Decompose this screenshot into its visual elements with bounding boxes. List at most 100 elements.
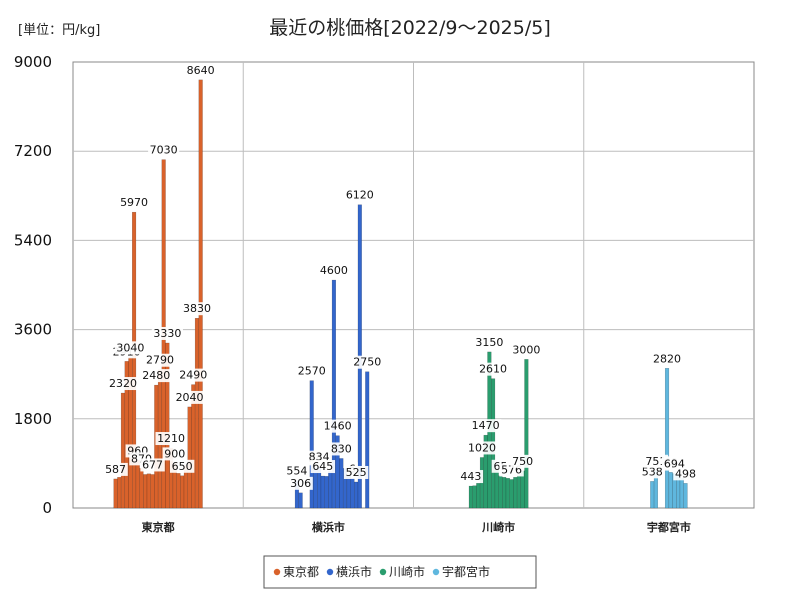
data-label: 3040 <box>116 341 144 354</box>
data-label: 750 <box>512 455 533 468</box>
bar <box>502 477 507 509</box>
legend-entry: 横浜市 <box>336 564 372 579</box>
data-label: 2790 <box>146 354 174 367</box>
legend-marker <box>379 568 387 576</box>
data-label: 1460 <box>324 420 352 433</box>
data-label-bg <box>329 442 354 456</box>
data-label-bg <box>284 464 310 478</box>
data-label: 6120 <box>346 189 374 202</box>
bar <box>350 478 355 509</box>
data-label-bg <box>466 441 498 455</box>
data-label-bg <box>185 63 217 77</box>
bar <box>154 384 159 509</box>
bar <box>165 342 170 509</box>
legend-box <box>263 555 537 589</box>
bar <box>146 473 151 509</box>
data-label-bg <box>651 352 683 366</box>
data-label: 8640 <box>187 64 215 77</box>
x-category-label: 川崎市 <box>481 520 515 534</box>
bar <box>339 458 344 509</box>
bar <box>194 318 200 509</box>
data-label: 900 <box>164 447 185 460</box>
data-label-bg <box>458 470 484 484</box>
data-label-bg <box>470 419 502 433</box>
data-label: 2490 <box>179 369 207 382</box>
data-label: 3150 <box>475 336 503 349</box>
bar <box>135 460 140 509</box>
data-label-bg <box>296 364 328 378</box>
data-label-bg <box>103 462 128 476</box>
data-label-bg <box>107 377 139 391</box>
bar <box>328 471 333 509</box>
data-label-bg <box>118 196 150 210</box>
chart-unit-label: [単位：円/kg] <box>18 22 100 38</box>
bar <box>354 481 359 509</box>
data-label: 587 <box>105 463 126 476</box>
data-label-bg <box>140 458 165 472</box>
bar <box>509 479 514 509</box>
chart-title: 最近の桃価格[2022/9〜2025/5] <box>269 17 551 39</box>
y-tick-label: 0 <box>42 499 52 517</box>
bar <box>476 483 481 509</box>
data-label: 5970 <box>120 196 148 209</box>
data-label-bg <box>148 143 180 157</box>
data-label: 2480 <box>142 369 170 382</box>
y-tick-label: 5400 <box>14 231 52 249</box>
bar <box>331 279 336 509</box>
data-label-bg <box>343 465 369 479</box>
bar <box>324 476 329 509</box>
grid-lines <box>72 61 755 509</box>
data-label-bg <box>477 362 509 376</box>
data-label: 2610 <box>479 363 507 376</box>
y-tick-label: 7200 <box>14 142 52 160</box>
bar <box>180 475 185 509</box>
data-label-bg <box>322 419 354 433</box>
legend-entry: 宇都宮市 <box>442 564 490 579</box>
data-label-bg <box>310 460 336 474</box>
bar <box>664 368 670 509</box>
data-label: 645 <box>312 460 333 473</box>
bar <box>320 475 325 509</box>
bar <box>143 474 148 509</box>
bar <box>524 359 529 509</box>
data-label-bg <box>318 264 350 278</box>
data-label-bg <box>114 341 146 355</box>
bar <box>468 485 473 509</box>
legend-entry: 東京都 <box>283 565 319 579</box>
data-label-bg <box>473 335 505 349</box>
data-labels-layer: 5872320291030405970960870677248027907030… <box>103 63 698 490</box>
y-tick-label: 3600 <box>14 321 52 339</box>
data-label: 3000 <box>512 343 540 356</box>
data-label-bg <box>288 476 313 490</box>
bar <box>650 481 655 509</box>
legend: 東京都 横浜市 川崎市 宇都宮市 <box>263 555 537 589</box>
bar <box>498 475 503 509</box>
data-label: 525 <box>346 466 367 479</box>
data-label-bg <box>144 353 176 367</box>
data-label: 1210 <box>157 432 185 445</box>
bar <box>668 472 673 509</box>
data-label-bg <box>510 343 542 357</box>
bar <box>494 468 499 509</box>
data-label-bg <box>173 390 206 404</box>
bar <box>679 478 684 509</box>
data-label-bg <box>351 355 383 369</box>
bar <box>113 478 118 509</box>
data-label: 2040 <box>176 391 204 404</box>
legend-marker <box>432 568 440 576</box>
data-label: 3830 <box>183 302 211 315</box>
bar <box>132 211 137 509</box>
data-label: 1020 <box>468 441 496 454</box>
data-label: 677 <box>142 458 163 471</box>
y-axis: 0 1800 3600 5400 7200 9000 <box>14 53 52 517</box>
data-label: 830 <box>331 442 352 455</box>
data-label-bg <box>510 454 535 468</box>
data-label-bg <box>140 369 172 383</box>
bar <box>516 475 522 509</box>
data-label-bg <box>640 465 665 479</box>
bar <box>683 483 688 509</box>
bar <box>309 380 314 509</box>
data-label: 443 <box>460 470 481 483</box>
bar <box>139 468 144 509</box>
